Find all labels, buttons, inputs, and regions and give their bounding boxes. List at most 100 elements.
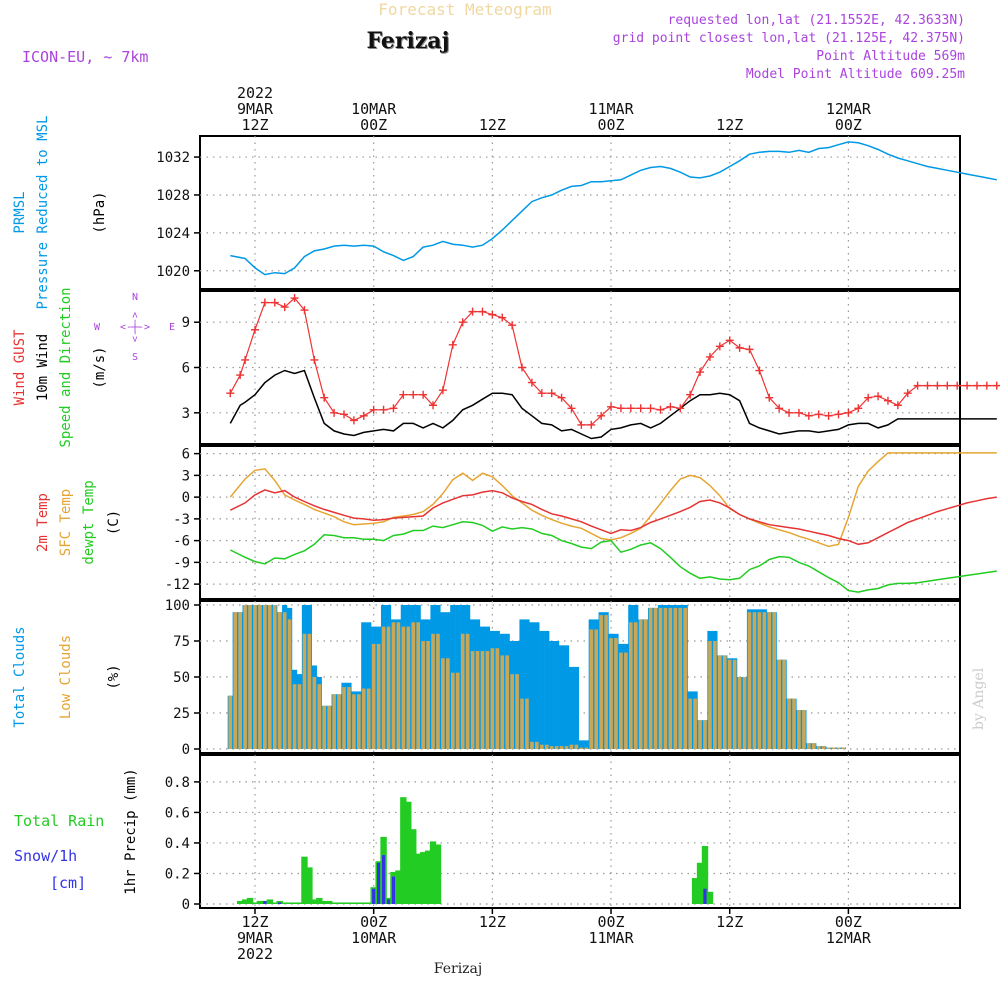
panel-frame — [199, 754, 961, 909]
bar-low-clouds — [272, 605, 277, 749]
bar-total-clouds — [534, 622, 540, 749]
bar-low-clouds — [698, 720, 702, 749]
bar-total-clouds — [554, 641, 560, 749]
bar-total-clouds — [361, 622, 367, 749]
time-label-bottom: 00Z — [360, 913, 387, 931]
bar-total-rain — [410, 829, 417, 904]
bar-low-clouds — [663, 607, 668, 749]
bar-low-clouds — [742, 677, 747, 749]
bar-low-clouds — [485, 651, 490, 749]
gust-marker — [389, 404, 398, 413]
bar-low-clouds — [584, 747, 589, 749]
gust-marker — [794, 408, 803, 417]
gust-marker — [349, 416, 358, 425]
gust-marker — [498, 313, 507, 322]
panels-layer: 1020 1024 1028 1032 3 6 9 -12 -9 -6 -3 0 3 6 0 25 50 75 10… — [12, 84, 1000, 963]
bar-low-clouds — [589, 629, 594, 749]
y-tick-label: 0.6 — [165, 805, 190, 821]
y-tick-label: 50 — [173, 670, 190, 686]
bar-total-rain — [340, 902, 348, 904]
bar-total-rain — [414, 853, 422, 904]
gust-marker — [379, 405, 388, 414]
y-tick-label: 9 — [182, 315, 190, 331]
bar-low-clouds — [495, 648, 500, 749]
time-label-top: 00Z — [360, 116, 387, 134]
time-label-bottom: 12Z — [716, 913, 743, 931]
bar-total-rain — [316, 897, 323, 904]
bar-low-clouds — [520, 698, 524, 749]
bar-low-clouds — [569, 744, 574, 749]
bar-low-clouds — [282, 612, 287, 749]
bar-low-clouds — [703, 720, 707, 749]
bar-total-rain — [696, 862, 704, 904]
time-label-top: 12Z — [241, 116, 268, 134]
bar-low-clouds — [544, 744, 549, 749]
bar-total-rain — [395, 870, 402, 904]
gust-marker — [260, 298, 269, 307]
bar-low-clouds — [337, 694, 341, 749]
axis-label-10m-wind: 10m Wind — [35, 334, 51, 401]
bar-low-clouds — [411, 622, 416, 749]
panel-temp: -12 -9 -6 -3 0 3 6 — [165, 445, 961, 600]
bar-low-clouds — [688, 698, 692, 749]
gust-marker — [705, 352, 714, 361]
bar-total-rain — [701, 846, 709, 904]
time-label-top: 11MAR — [588, 100, 634, 118]
gust-marker — [814, 410, 823, 419]
bar-low-clouds — [807, 743, 811, 749]
bar-total-rain — [281, 902, 288, 904]
bar-low-clouds — [421, 641, 425, 749]
compass-north: N — [132, 292, 138, 303]
bar-low-clouds — [653, 607, 658, 749]
gust-marker — [429, 401, 438, 410]
legend-snow-unit: [cm] — [50, 874, 86, 892]
gust-marker — [448, 340, 457, 349]
gust-marker — [577, 420, 586, 429]
gust-marker — [508, 321, 517, 330]
footer-location: Ferizaj — [434, 961, 482, 977]
bar-low-clouds — [777, 659, 781, 749]
gust-marker — [735, 343, 744, 352]
bar-low-clouds — [371, 643, 376, 749]
bar-low-clouds — [604, 615, 608, 749]
bar-total-rain — [306, 867, 313, 904]
bar-snow — [381, 855, 386, 904]
series-dewpt-temp — [229, 521, 997, 593]
y-tick-label: -6 — [173, 534, 190, 550]
bar-low-clouds — [599, 615, 603, 749]
bar-low-clouds — [836, 747, 841, 749]
bar-low-clouds — [243, 605, 247, 749]
bar-low-clouds — [470, 651, 475, 749]
gust-marker — [607, 402, 616, 411]
bar-total-rain — [360, 902, 367, 904]
gust-marker — [537, 389, 546, 398]
bar-total-rain — [706, 891, 714, 904]
series-sfc-temp — [229, 452, 997, 548]
bar-low-clouds — [797, 710, 801, 749]
bar-low-clouds — [465, 633, 470, 749]
bar-total-rain — [419, 852, 427, 904]
bar-snow — [263, 900, 267, 904]
bar-low-clouds — [332, 694, 336, 749]
gust-marker — [636, 404, 645, 413]
bar-total-clouds — [366, 622, 372, 749]
bar-low-clouds — [673, 607, 678, 749]
bar-low-clouds — [678, 607, 683, 749]
time-label-bottom: 00Z — [597, 913, 624, 931]
compass-south: S — [132, 352, 138, 363]
bar-low-clouds — [772, 612, 777, 749]
time-label-bottom: 12Z — [241, 913, 268, 931]
requested-coords: requested lon,lat (21.1552E, 42.3633N) — [668, 13, 965, 28]
bar-total-clouds — [583, 740, 589, 749]
bar-low-clouds — [396, 622, 401, 749]
gust-marker — [765, 393, 774, 402]
panel-frame — [199, 290, 961, 445]
bar-low-clouds — [352, 694, 356, 749]
bar-low-clouds — [574, 744, 579, 749]
bar-low-clouds — [633, 622, 638, 749]
bar-snow — [278, 902, 282, 904]
gust-marker — [330, 408, 339, 417]
bar-low-clouds — [500, 655, 505, 749]
gust-marker — [468, 307, 477, 316]
